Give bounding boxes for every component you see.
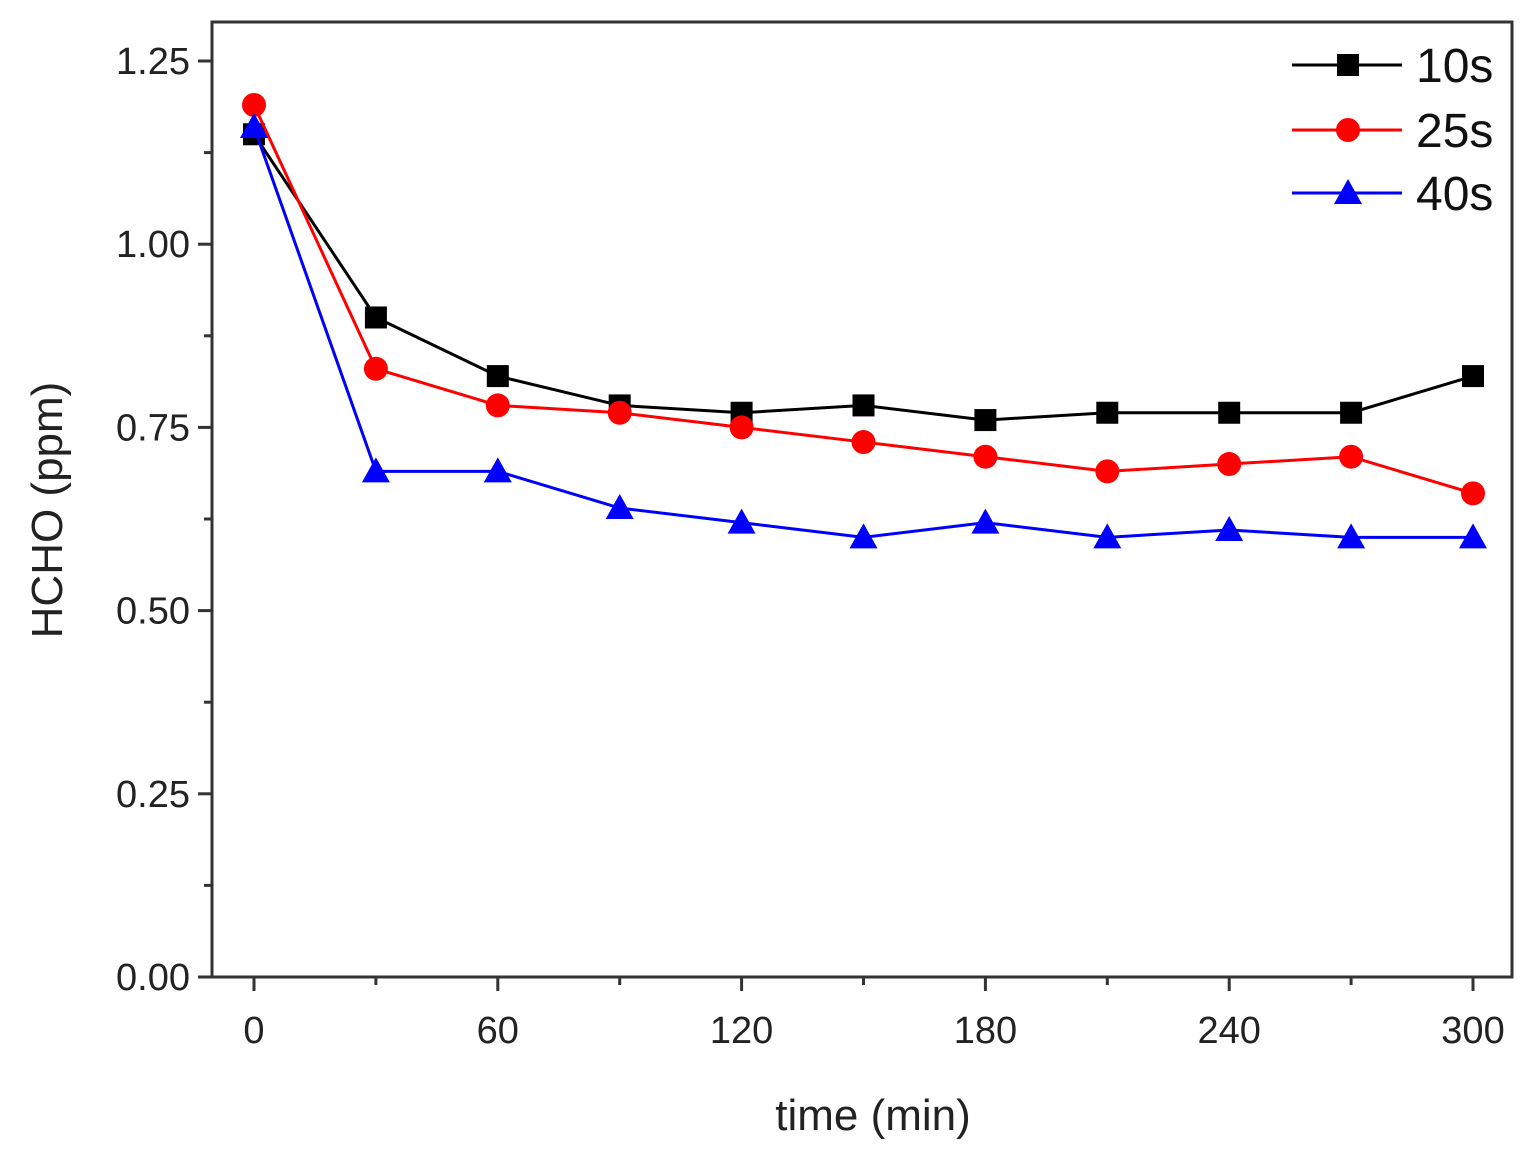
data-point-25s xyxy=(729,415,754,440)
legend-marker xyxy=(1337,54,1359,76)
x-axis-title: time (min) xyxy=(775,1091,971,1140)
data-point-40s xyxy=(1215,515,1244,541)
legend-item-40s: 40s xyxy=(1292,168,1493,221)
data-point-10s xyxy=(1462,365,1484,388)
legend-marker xyxy=(1336,118,1360,142)
x-tick-label: 120 xyxy=(710,1010,773,1052)
data-point-25s xyxy=(1217,452,1242,477)
data-point-25s xyxy=(851,430,876,455)
y-tick-label: 1.00 xyxy=(116,224,190,266)
y-tick-label: 1.25 xyxy=(116,41,190,83)
legend-label: 25s xyxy=(1416,105,1493,158)
axis-tick-labels: 0 60 120 180 240 300 0.00 0.25 0.50 0.75 1.00 1.25 xyxy=(116,41,1505,1052)
axis-ticks xyxy=(198,59,1475,991)
legend-label: 40s xyxy=(1416,168,1493,221)
series-line-10s xyxy=(252,133,1474,422)
data-point-10s xyxy=(852,394,875,417)
y-axis-title: HCHO (ppm) xyxy=(23,382,72,639)
legend-label: 10s xyxy=(1416,40,1493,93)
data-point-40s xyxy=(1093,523,1122,549)
series-25s xyxy=(242,92,1485,506)
y-tick-label: 0.50 xyxy=(116,591,190,633)
plot-frame xyxy=(210,20,1514,979)
legend: 10s 25s 40s xyxy=(1292,40,1493,221)
data-point-40s xyxy=(483,457,512,483)
data-point-40s xyxy=(849,523,878,549)
data-point-40s xyxy=(971,508,1000,534)
x-tick-label: 180 xyxy=(954,1010,1017,1052)
x-tick-label: 60 xyxy=(477,1010,519,1052)
data-point-25s xyxy=(363,356,388,381)
data-point-40s xyxy=(1459,523,1487,549)
data-point-25s xyxy=(242,92,266,117)
data-point-10s xyxy=(1096,401,1119,424)
series-40s xyxy=(240,112,1487,549)
data-point-40s xyxy=(605,494,634,520)
data-point-25s xyxy=(485,393,510,418)
x-tick-label: 300 xyxy=(1441,1010,1504,1052)
series-10s xyxy=(243,123,1484,432)
data-point-25s xyxy=(1461,481,1485,506)
data-point-40s xyxy=(727,508,756,534)
x-tick-label: 0 xyxy=(243,1010,264,1052)
series-layer xyxy=(240,92,1487,549)
data-point-25s xyxy=(973,444,998,469)
data-point-10s xyxy=(1218,401,1241,424)
y-tick-label: 0.25 xyxy=(116,774,190,816)
data-point-40s xyxy=(240,112,268,138)
legend-item-10s: 10s xyxy=(1292,40,1493,93)
series-line-40s xyxy=(252,126,1473,539)
data-point-25s xyxy=(1095,459,1120,484)
data-point-10s xyxy=(1340,401,1363,424)
data-point-25s xyxy=(1339,444,1364,469)
legend-item-25s: 25s xyxy=(1292,105,1493,158)
x-tick-label: 240 xyxy=(1197,1010,1260,1052)
y-tick-label: 0.75 xyxy=(116,407,190,449)
data-point-10s xyxy=(486,365,509,388)
data-point-25s xyxy=(607,400,632,425)
data-point-40s xyxy=(361,457,390,483)
data-point-10s xyxy=(364,306,387,329)
y-tick-label: 0.00 xyxy=(116,957,190,999)
legend-marker xyxy=(1334,179,1362,204)
data-point-10s xyxy=(974,409,997,432)
data-point-40s xyxy=(1337,523,1366,549)
